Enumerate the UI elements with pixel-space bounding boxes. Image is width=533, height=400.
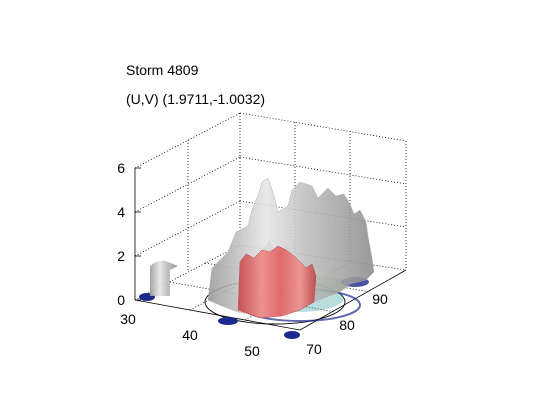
y-tick-90: 90 bbox=[372, 291, 388, 307]
base-blob-2 bbox=[284, 331, 300, 339]
x-tick-30: 30 bbox=[120, 311, 136, 327]
y-tick-80: 80 bbox=[339, 317, 355, 333]
z-tick-2: 2 bbox=[117, 248, 125, 264]
z-tick-labels: 0 2 4 6 bbox=[117, 160, 125, 308]
z-tick-6: 6 bbox=[117, 160, 125, 176]
isolated-column bbox=[150, 260, 178, 296]
x-tick-labels: 30 40 50 bbox=[120, 311, 260, 359]
y-tick-labels: 70 80 90 bbox=[306, 291, 388, 357]
y-tick-70: 70 bbox=[306, 341, 322, 357]
x-tick-50: 50 bbox=[244, 343, 260, 359]
x-tick-40: 40 bbox=[182, 327, 198, 343]
red-surface bbox=[237, 245, 317, 319]
inner-isosurface bbox=[237, 245, 317, 319]
base-blob-3 bbox=[218, 317, 238, 325]
chart-title: Storm 4809 bbox=[126, 62, 199, 78]
chart-subtitle: (U,V) (1.9711,-1.0032) bbox=[126, 91, 266, 107]
z-tick-4: 4 bbox=[117, 204, 125, 220]
z-tick-0: 0 bbox=[117, 292, 125, 308]
